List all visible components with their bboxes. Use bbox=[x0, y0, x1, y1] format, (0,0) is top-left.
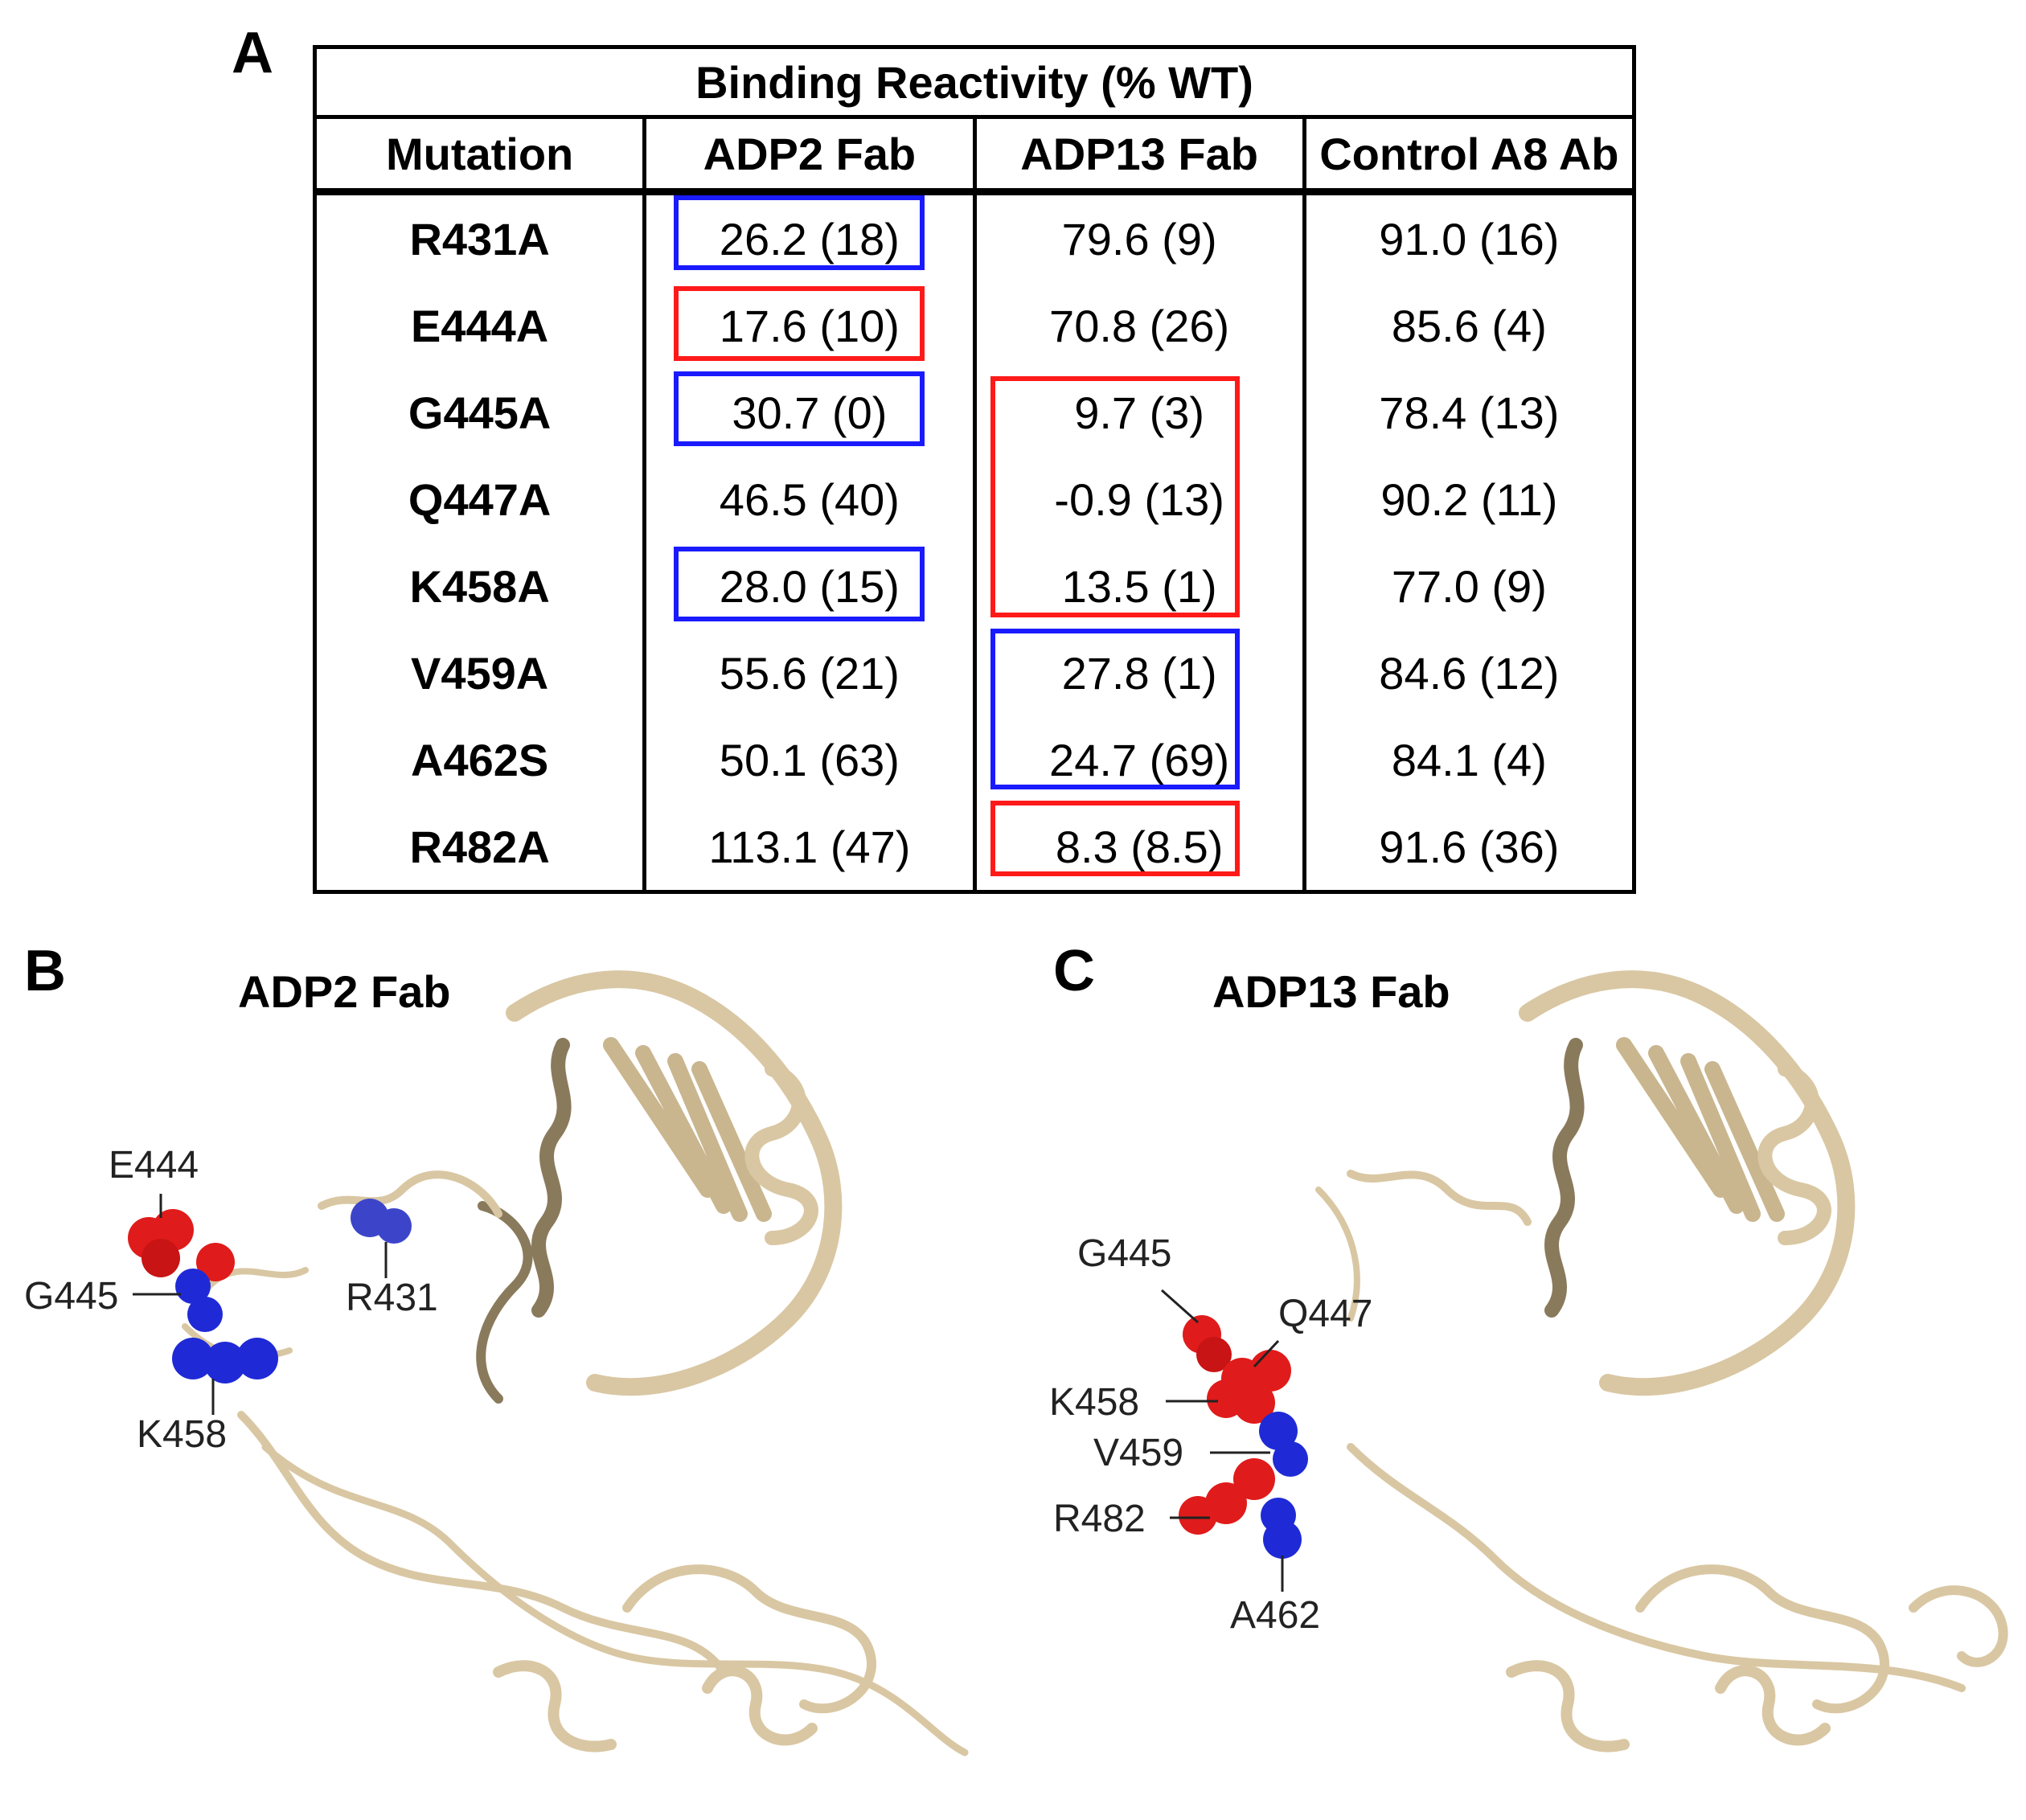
blue-residue-spheres bbox=[172, 1199, 412, 1383]
adp2-cell: 113.1 (47) bbox=[642, 803, 977, 894]
mutation-cell: A462S bbox=[312, 716, 647, 803]
highlight-box-blue bbox=[674, 547, 925, 621]
column-header-adp2: ADP2 Fab bbox=[642, 115, 977, 195]
label-k458: K458 bbox=[1049, 1381, 1139, 1424]
adp13-cell: 9.7 (3) bbox=[972, 369, 1306, 456]
adp13-cell: 27.8 (1) bbox=[972, 629, 1306, 716]
label-v459: V459 bbox=[1093, 1432, 1183, 1474]
a8-cell: 91.6 (36) bbox=[1302, 803, 1637, 894]
column-header-a8: Control A8 Ab bbox=[1302, 115, 1637, 195]
column-header-adp13: ADP13 Fab bbox=[972, 115, 1306, 195]
highlight-box-red bbox=[990, 376, 1240, 617]
protein-ribbon bbox=[1315, 970, 2008, 1752]
label-k458: K458 bbox=[137, 1413, 227, 1456]
table-row: E444A 17.6 (10) 70.8 (26) 85.6 (4) bbox=[312, 282, 1637, 369]
leader-lines bbox=[133, 1194, 388, 1415]
highlight-box-red bbox=[674, 286, 925, 361]
mutation-cell: E444A bbox=[312, 282, 647, 369]
mutation-cell: R431A bbox=[312, 191, 647, 282]
highlight-box-blue bbox=[674, 195, 925, 270]
panel-c-title: ADP13 Fab bbox=[1212, 966, 1450, 1017]
panel-label-b: B bbox=[24, 939, 66, 1003]
table-row: V459A 55.6 (21) 27.8 (1) 84.6 (12) bbox=[312, 629, 1637, 716]
highlight-box-blue bbox=[990, 629, 1240, 789]
mutation-cell: R482A bbox=[312, 803, 647, 894]
mutation-cell: K458A bbox=[312, 543, 647, 629]
panel-c-structure: G445 Q447 K458 V459 R482 A462 bbox=[1049, 970, 2008, 1752]
column-header-mutation: Mutation bbox=[312, 115, 647, 195]
table-row: R482A 113.1 (47) 8.3 (8.5) 91.6 (36) bbox=[312, 803, 1637, 894]
adp13-cell: 70.8 (26) bbox=[972, 282, 1306, 369]
adp13-cell: 8.3 (8.5) bbox=[972, 803, 1306, 894]
panel-b-structure: E444 G445 K458 R431 bbox=[24, 970, 969, 1756]
mutation-cell: V459A bbox=[312, 629, 647, 716]
highlight-box-blue bbox=[674, 371, 925, 446]
table-row: K458A 28.0 (15) 13.5 (1) 77.0 (9) bbox=[312, 543, 1637, 629]
panel-label-a: A bbox=[232, 21, 273, 85]
adp2-cell: 46.5 (40) bbox=[642, 456, 977, 543]
a8-cell: 78.4 (13) bbox=[1302, 369, 1637, 456]
red-residue-spheres bbox=[128, 1209, 235, 1281]
blue-residue-spheres bbox=[1259, 1412, 1308, 1559]
adp2-cell: 55.6 (21) bbox=[642, 629, 977, 716]
a8-cell: 77.0 (9) bbox=[1302, 543, 1637, 629]
protein-ribbon bbox=[182, 970, 969, 1756]
mutation-cell: Q447A bbox=[312, 456, 647, 543]
label-a462: A462 bbox=[1230, 1594, 1320, 1637]
adp13-cell: 79.6 (9) bbox=[972, 191, 1306, 282]
label-g445: G445 bbox=[1077, 1232, 1171, 1275]
highlight-box-red bbox=[990, 801, 1240, 876]
table-title: Binding Reactivity (% WT) bbox=[313, 45, 1636, 119]
mutation-cell: G445A bbox=[312, 369, 647, 456]
label-r431: R431 bbox=[346, 1277, 438, 1319]
label-e444: E444 bbox=[109, 1144, 199, 1187]
a8-cell: 90.2 (11) bbox=[1302, 456, 1637, 543]
label-q447: Q447 bbox=[1278, 1293, 1372, 1335]
label-g445: G445 bbox=[24, 1275, 118, 1318]
leader-lines bbox=[1161, 1289, 1284, 1592]
table-row: Q447A 46.5 (40) -0.9 (13) 90.2 (11) bbox=[312, 456, 1637, 543]
panel-b-title: ADP2 Fab bbox=[238, 966, 451, 1017]
table-row: A462S 50.1 (63) 24.7 (69) 84.1 (4) bbox=[312, 716, 1637, 803]
label-r482: R482 bbox=[1053, 1498, 1146, 1540]
panel-label-c: C bbox=[1053, 939, 1095, 1003]
adp2-cell: 50.1 (63) bbox=[642, 716, 977, 803]
red-residue-spheres bbox=[1179, 1315, 1291, 1535]
table-row: G445A 30.7 (0) 9.7 (3) 78.4 (13) bbox=[312, 369, 1637, 456]
a8-cell: 84.1 (4) bbox=[1302, 716, 1637, 803]
a8-cell: 91.0 (16) bbox=[1302, 191, 1637, 282]
a8-cell: 85.6 (4) bbox=[1302, 282, 1637, 369]
a8-cell: 84.6 (12) bbox=[1302, 629, 1637, 716]
table-row: R431A 26.2 (18) 79.6 (9) 91.0 (16) bbox=[312, 191, 1637, 282]
binding-reactivity-table: Binding Reactivity (% WT) Mutation ADP2 … bbox=[312, 45, 1637, 894]
adp13-cell: -0.9 (13) bbox=[972, 456, 1306, 543]
